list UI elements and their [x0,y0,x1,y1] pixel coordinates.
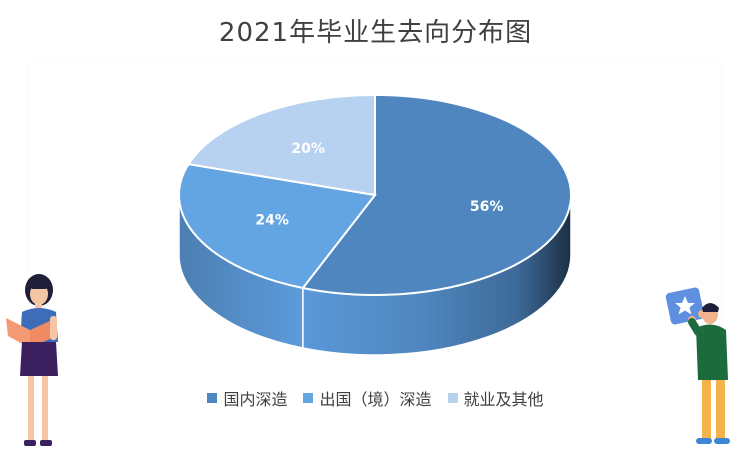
pie-data-label-1: 56% [470,199,504,215]
pie-labels: 56% 24% 20% [255,141,503,229]
legend-item-1: 国内深造 [207,386,287,410]
pie-data-label-3: 20% [291,141,325,157]
pie-slice-3 [186,93,376,197]
chart-title: 2021年毕业生去向分布图 [218,18,533,48]
legend-item-3: 就业及其他 [447,386,544,410]
legend-swatch [207,393,218,403]
man-holding-star-card-illustration [665,287,730,444]
legend-item-2: 出国（境）深造 [303,386,432,410]
legend-swatch [303,393,314,403]
legend: 国内深造 出国（境）深造 就业及其他 [0,386,751,410]
legend-label: 就业及其他 [463,390,544,409]
pie-slice-1 [301,93,572,296]
legend-label: 国内深造 [223,390,288,409]
legend-swatch [447,393,458,403]
legend-label: 出国（境）深造 [319,390,432,409]
pie-tops [178,93,572,296]
woman-reading-book-illustration [6,274,58,446]
pie-slice-2 [178,163,377,290]
pie-data-label-2: 24% [255,213,289,229]
